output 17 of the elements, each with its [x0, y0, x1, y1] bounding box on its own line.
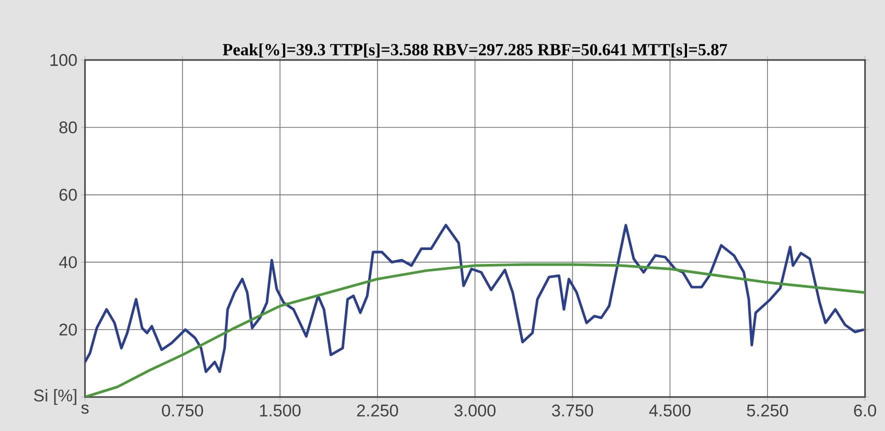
line-series [85, 224, 866, 374]
x-tick-label: 3.000 [454, 404, 496, 417]
y-tick-label: 60 [60, 188, 77, 201]
y-tick-label: Si [%] [34, 389, 76, 405]
chart-title: Peak[%]=39.3 TTP[s]=3.588 RBV=297.285 RBF=50.641 MTT[s]=5.87 [222, 43, 728, 58]
y-tick-label: 40 [59, 256, 77, 268]
y-tick-label: 20 [60, 324, 77, 336]
x-tick-label: 2.250 [357, 404, 398, 417]
y-tick-label: 80 [59, 121, 77, 134]
x-tick-label: 3.750 [552, 404, 594, 417]
x-tick-label: 1.500 [260, 404, 301, 417]
x-tick-label: s [81, 404, 89, 414]
x-tick-label: 5.250 [746, 404, 788, 417]
x-tick-label: 6.0 [854, 404, 876, 417]
x-tick-label: 0.750 [162, 404, 204, 417]
y-tick-label: 100 [50, 54, 77, 66]
x-tick-label: 4.500 [649, 404, 691, 417]
